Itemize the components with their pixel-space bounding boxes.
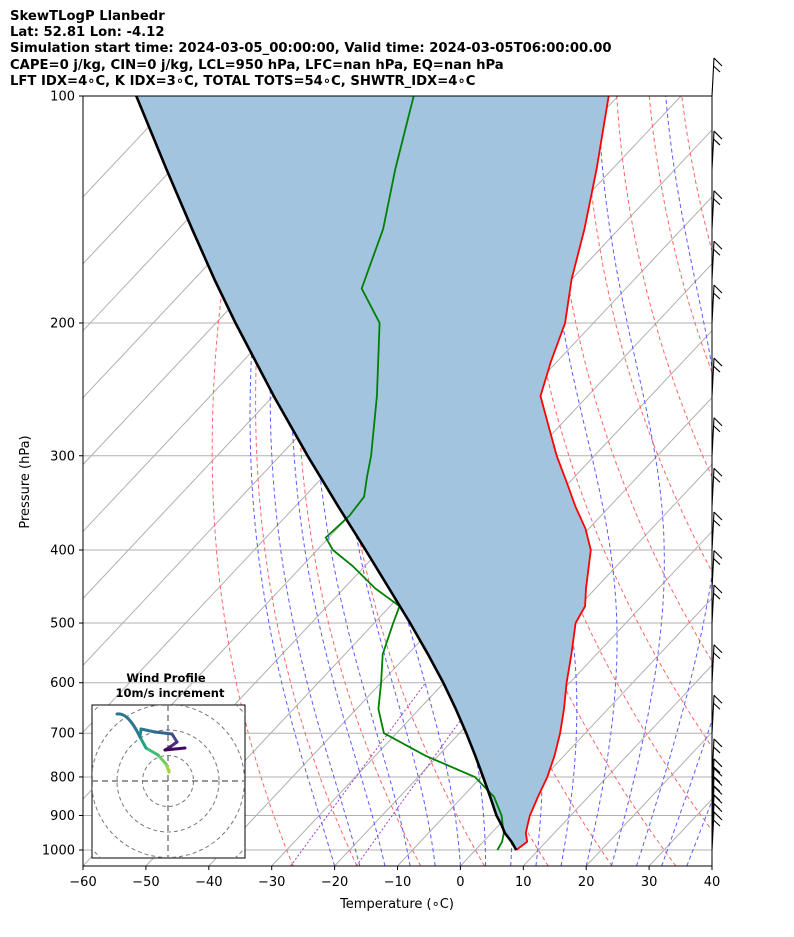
x-tick-label: −30 [258, 875, 285, 890]
hodograph-trace [163, 746, 187, 752]
wind-barb [711, 644, 723, 683]
axes: −60 −50 −40 −30 −20 −10 0 10 20 30 40 1000 900 800 700… [42, 90, 720, 891]
dry-adiabat-line [255, 96, 358, 866]
x-tick-label: −10 [384, 875, 411, 890]
moist-adiabat-line [686, 799, 712, 866]
wind-barb [711, 550, 723, 589]
dewpoint-line [324, 96, 505, 851]
wind-barb [711, 240, 723, 280]
y-tick-label: 400 [50, 543, 75, 558]
x-tick-label: 20 [578, 875, 595, 890]
moist-adiabat-line [661, 719, 712, 866]
x-tick-label: 30 [641, 875, 658, 890]
temperature-line [515, 96, 610, 851]
wind-profile-inset: Wind Profile 10m/s increment [91, 671, 246, 859]
isotherm-line [522, 664, 712, 866]
header-index-line: LFT IDX=4∘C, K IDX=3∘C, TOTAL TOTS=54∘C,… [10, 73, 476, 89]
x-tick-label: −40 [195, 875, 222, 890]
hodograph-trace [170, 732, 179, 744]
isotherm-line [711, 865, 712, 866]
y-tick-label: 600 [50, 676, 75, 691]
moist-adiabat-line [636, 96, 712, 866]
chart-header: SkewTLogP Llanbedr Lat: 52.81 Lon: -4.12… [10, 9, 612, 90]
dry-adiabat-line [211, 96, 294, 866]
wind-barbs [711, 57, 723, 851]
mixing-ratio-line [290, 682, 426, 866]
header-title: SkewTLogP Llanbedr [10, 9, 165, 24]
hodograph-trace [115, 712, 142, 739]
x-axis-label: Temperature (∘C) [339, 897, 454, 912]
wind-barb [711, 467, 723, 507]
wind-barb [711, 694, 723, 734]
isotherm-line [775, 96, 794, 866]
moist-adiabat-line [249, 96, 336, 866]
x-tick-label: −60 [69, 875, 96, 890]
hodograph [92, 705, 245, 858]
y-tick-label: 700 [50, 727, 75, 742]
header-times: Simulation start time: 2024-03-05_00:00:… [10, 41, 612, 57]
wind-barb [711, 511, 723, 550]
x-tick-label: 40 [704, 875, 721, 890]
y-tick-label: 300 [50, 449, 75, 464]
isotherm-line [334, 463, 712, 866]
inset-title: Wind Profile [126, 671, 206, 685]
header-cape-line: CAPE=0 j/kg, CIN=0 j/kg, LCL=950 hPa, LF… [10, 57, 504, 73]
isotherm-line [460, 597, 712, 866]
y-tick-label: 200 [50, 316, 75, 331]
dry-adiabat-line [518, 96, 712, 748]
dry-adiabat-line [583, 96, 712, 573]
x-tick-label: 0 [456, 875, 464, 890]
hodograph-trace [138, 735, 148, 750]
y-tick-label: 100 [50, 90, 75, 105]
isotherm-line [648, 798, 712, 866]
x-tick-label: −20 [321, 875, 348, 890]
hodograph-trace [144, 746, 160, 757]
dry-adiabat-line [780, 96, 794, 866]
wind-barb [711, 284, 723, 324]
y-tick-label: 500 [50, 617, 75, 632]
isotherm-line [208, 329, 712, 866]
dry-adiabat-line [648, 96, 712, 374]
wind-barb [711, 584, 723, 624]
hodograph-trace [156, 753, 168, 766]
y-tick-label: 900 [50, 809, 75, 824]
dry-adiabat-line [616, 96, 712, 478]
moist-adiabat-line [542, 96, 618, 866]
y-tick-label: 1000 [42, 844, 75, 859]
parcel-profile-line [135, 96, 518, 851]
hodograph-trace [153, 730, 174, 736]
header-location: Lat: 52.81 Lon: -4.12 [10, 25, 165, 41]
cape-cin-shading [136, 96, 609, 850]
inset-subtitle: 10m/s increment [116, 686, 225, 700]
isotherm-line [83, 96, 242, 265]
hodograph-trace [139, 727, 157, 734]
wind-barb [711, 130, 723, 170]
cin-shaded-area [136, 96, 609, 850]
profile-lines [135, 96, 610, 851]
dry-adiabat-line [747, 96, 794, 866]
x-tick-label: 10 [515, 875, 532, 890]
moist-adiabat-line [269, 96, 361, 866]
moist-adiabat-line [597, 96, 665, 866]
x-tick-label: −50 [132, 875, 159, 890]
y-tick-label: 800 [50, 770, 75, 785]
y-axis-label: Pressure (hPa) [18, 435, 33, 528]
wind-barb [711, 57, 723, 97]
wind-barb [711, 417, 723, 456]
isotherm-line [585, 731, 712, 866]
wind-barb [711, 357, 723, 397]
isotherm-line [83, 96, 304, 332]
dry-adiabat-line [714, 96, 794, 866]
wind-barb [711, 190, 723, 229]
